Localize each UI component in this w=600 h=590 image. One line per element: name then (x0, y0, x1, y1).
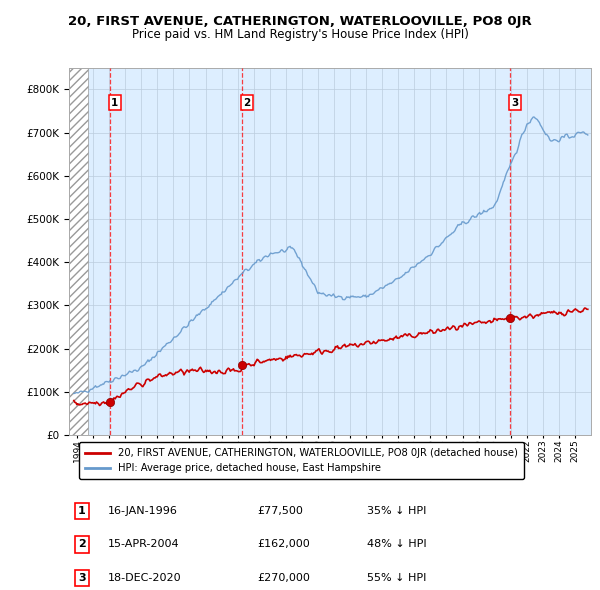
Text: 15-APR-2004: 15-APR-2004 (108, 539, 180, 549)
Text: Price paid vs. HM Land Registry's House Price Index (HPI): Price paid vs. HM Land Registry's House … (131, 28, 469, 41)
Text: 16-JAN-1996: 16-JAN-1996 (108, 506, 178, 516)
Text: £77,500: £77,500 (257, 506, 303, 516)
Text: 3: 3 (511, 98, 518, 108)
Text: 35% ↓ HPI: 35% ↓ HPI (367, 506, 426, 516)
Text: 48% ↓ HPI: 48% ↓ HPI (367, 539, 426, 549)
Text: 3: 3 (78, 573, 86, 584)
Text: 20, FIRST AVENUE, CATHERINGTON, WATERLOOVILLE, PO8 0JR: 20, FIRST AVENUE, CATHERINGTON, WATERLOO… (68, 15, 532, 28)
Text: 1: 1 (78, 506, 86, 516)
Text: £270,000: £270,000 (257, 573, 310, 584)
Text: 1: 1 (111, 98, 118, 108)
Bar (69, 68, 88, 435)
Text: 18-DEC-2020: 18-DEC-2020 (108, 573, 182, 584)
Text: 2: 2 (78, 539, 86, 549)
Text: 55% ↓ HPI: 55% ↓ HPI (367, 573, 426, 584)
Text: £162,000: £162,000 (257, 539, 310, 549)
Legend: 20, FIRST AVENUE, CATHERINGTON, WATERLOOVILLE, PO8 0JR (detached house), HPI: Av: 20, FIRST AVENUE, CATHERINGTON, WATERLOO… (79, 442, 524, 479)
Text: 2: 2 (244, 98, 251, 108)
